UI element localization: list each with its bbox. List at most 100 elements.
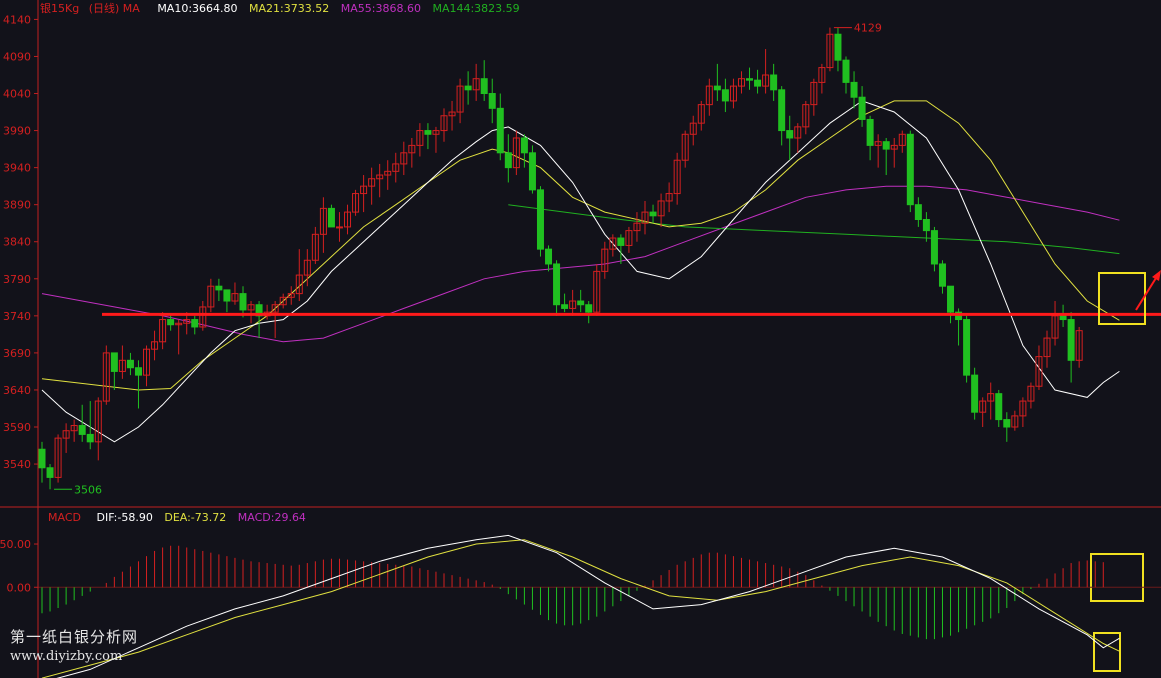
candle-body bbox=[271, 304, 279, 313]
candle-body bbox=[810, 81, 818, 106]
candle-body bbox=[528, 152, 536, 191]
price-tick-label: 3740 bbox=[3, 310, 31, 323]
candle-body bbox=[159, 319, 167, 343]
candle-body bbox=[143, 348, 151, 376]
candle-body bbox=[947, 285, 955, 313]
candle-body bbox=[657, 200, 665, 217]
candle-body bbox=[134, 367, 142, 376]
candle-body bbox=[866, 118, 874, 146]
candle-body bbox=[38, 448, 46, 469]
candle-body bbox=[344, 211, 352, 228]
candle-body bbox=[480, 78, 488, 95]
candle-body bbox=[553, 263, 561, 306]
candle-body bbox=[971, 374, 979, 413]
trend-arrow-head bbox=[1152, 270, 1161, 281]
candle-body bbox=[167, 319, 175, 326]
candle-body bbox=[737, 78, 745, 87]
candle-body bbox=[424, 130, 432, 135]
candle-body bbox=[1003, 419, 1011, 428]
dif-line bbox=[56, 534, 1120, 678]
candle-body bbox=[577, 300, 585, 306]
candle-body bbox=[368, 178, 376, 187]
candle-body bbox=[102, 352, 110, 402]
price-header: 银15Kg (日线) MA MA10:3664.80 MA21:3733.52 … bbox=[40, 0, 520, 16]
candle-body bbox=[46, 467, 54, 478]
ma144-value: MA144:3823.59 bbox=[432, 2, 520, 15]
price-tick-label: 3890 bbox=[3, 199, 31, 212]
candle-body bbox=[175, 322, 183, 326]
ma55-line bbox=[41, 185, 1120, 343]
watermark: 第一纸白银分析网 www.diyizby.com bbox=[10, 626, 138, 664]
candle-body bbox=[673, 159, 681, 195]
candle-body bbox=[649, 211, 657, 217]
candle-body bbox=[215, 285, 223, 291]
candle-body bbox=[231, 293, 239, 302]
candle-body bbox=[794, 126, 802, 139]
candle-body bbox=[746, 78, 754, 81]
candle-body bbox=[1011, 415, 1019, 428]
candle-body bbox=[311, 233, 319, 261]
candle-body bbox=[842, 59, 850, 83]
candle-body bbox=[569, 300, 577, 309]
ma10-value: MA10:3664.80 bbox=[157, 2, 238, 15]
candle-body bbox=[770, 74, 778, 91]
candle-body bbox=[520, 137, 528, 154]
candle-body bbox=[118, 359, 126, 372]
watermark-title: 第一纸白银分析网 bbox=[10, 628, 139, 646]
price-tick-label: 4140 bbox=[3, 13, 31, 26]
candle-body bbox=[504, 152, 512, 169]
candle-body bbox=[247, 304, 255, 311]
ma55-value: MA55:3868.60 bbox=[340, 2, 421, 15]
price-tick-label: 3990 bbox=[3, 125, 31, 138]
candle-body bbox=[1019, 400, 1027, 417]
candle-body bbox=[713, 85, 721, 91]
candle-body bbox=[199, 306, 207, 328]
candle-body bbox=[987, 393, 995, 402]
candle-body bbox=[223, 289, 231, 302]
candle-body bbox=[641, 211, 649, 224]
candle-body bbox=[456, 85, 464, 113]
indicator-label: MA bbox=[122, 2, 140, 15]
candle-body bbox=[681, 133, 689, 161]
watermark-url: www.diyizby.com bbox=[10, 649, 123, 664]
candle-body bbox=[384, 170, 392, 176]
price-tick-label: 3940 bbox=[3, 162, 31, 175]
ma21-line bbox=[41, 100, 1120, 391]
price-tick-label: 3840 bbox=[3, 236, 31, 249]
candle-body bbox=[303, 259, 311, 276]
candle-body bbox=[1043, 337, 1051, 358]
trend-arrow-shaft bbox=[1135, 277, 1157, 311]
candle-body bbox=[585, 304, 593, 313]
candle-body bbox=[593, 270, 601, 313]
candle-body bbox=[609, 237, 617, 250]
macd-header: MACD DIF:-58.90 DEA:-73.72 MACD:29.64 bbox=[48, 511, 306, 527]
candle-body bbox=[472, 78, 480, 91]
candle-body bbox=[979, 400, 987, 413]
macd-value: MACD:29.64 bbox=[237, 511, 306, 524]
candle-body bbox=[400, 152, 408, 165]
candle-body bbox=[890, 144, 898, 150]
candle-body bbox=[1067, 319, 1075, 361]
candle-body bbox=[938, 263, 946, 287]
candle-body bbox=[633, 222, 641, 232]
candle-body bbox=[786, 130, 794, 139]
candle-body bbox=[874, 141, 882, 146]
candle-body bbox=[54, 437, 62, 478]
candle-body bbox=[818, 67, 826, 83]
price-tick-label: 3690 bbox=[3, 347, 31, 360]
candle-body bbox=[126, 359, 134, 369]
price-tick-label: 4040 bbox=[3, 88, 31, 101]
candle-body bbox=[440, 115, 448, 132]
candle-body bbox=[689, 122, 697, 135]
candle-body bbox=[1027, 385, 1035, 402]
low-label: 3506 bbox=[74, 483, 102, 496]
candle-body bbox=[898, 133, 906, 146]
candle-body bbox=[191, 319, 199, 328]
candle-body bbox=[110, 352, 118, 372]
candle-body bbox=[802, 104, 810, 128]
candle-body bbox=[697, 104, 705, 124]
candle-body bbox=[858, 96, 866, 120]
macd-name: MACD bbox=[48, 511, 81, 524]
candle-body bbox=[86, 433, 94, 443]
